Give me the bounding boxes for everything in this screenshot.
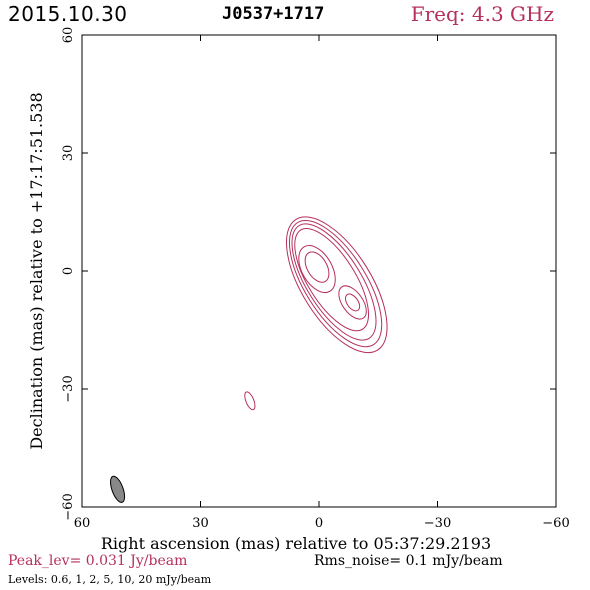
- y-tick-label: 60: [61, 27, 76, 44]
- axis-tick-labels: 60 30 0 −30 −60 −60 −30 0 30 60: [61, 27, 570, 531]
- frequency-label: Freq: 4.3 GHz: [410, 2, 554, 26]
- beam-ellipse: [110, 475, 126, 503]
- jet-knot-contour: [345, 293, 361, 312]
- x-axis-label: Right ascension (mas) relative to 05:37:…: [101, 534, 491, 553]
- x-tick-label: 0: [315, 516, 323, 531]
- core-contour: [304, 251, 330, 283]
- y-tick-label: 0: [61, 267, 76, 275]
- outer-contour: [294, 228, 370, 332]
- contour-lines: [244, 216, 388, 411]
- observation-date: 2015.10.30: [8, 2, 128, 26]
- beam-layer: [110, 475, 126, 503]
- plot-frame: [81, 34, 557, 508]
- rms-noise: Rms_noise= 0.1 mJy/beam: [314, 553, 503, 569]
- x-tick-label: −60: [542, 516, 569, 531]
- jet-knot-contour: [338, 285, 367, 320]
- y-tick-label: −30: [61, 375, 76, 402]
- x-tick-label: 60: [74, 516, 91, 531]
- isolated-contour: [244, 391, 256, 411]
- outer-contour: [288, 219, 383, 348]
- x-tick-label: −30: [424, 516, 451, 531]
- outer-contour: [285, 216, 388, 354]
- y-tick-label: 30: [61, 145, 76, 162]
- outer-contour: [291, 223, 377, 341]
- y-tick-label: −60: [61, 493, 76, 520]
- y-axis-label: Declination (mas) relative to +17:17:51.…: [27, 92, 46, 449]
- core-contour: [298, 245, 336, 293]
- axis-ticks: [81, 34, 557, 508]
- contour-levels: Levels: 0.6, 1, 2, 5, 10, 20 mJy/beam: [8, 573, 212, 586]
- peak-level: Peak_lev= 0.031 Jy/beam: [8, 553, 188, 569]
- x-tick-label: 30: [192, 516, 209, 531]
- source-name: J0537+1717: [222, 4, 325, 24]
